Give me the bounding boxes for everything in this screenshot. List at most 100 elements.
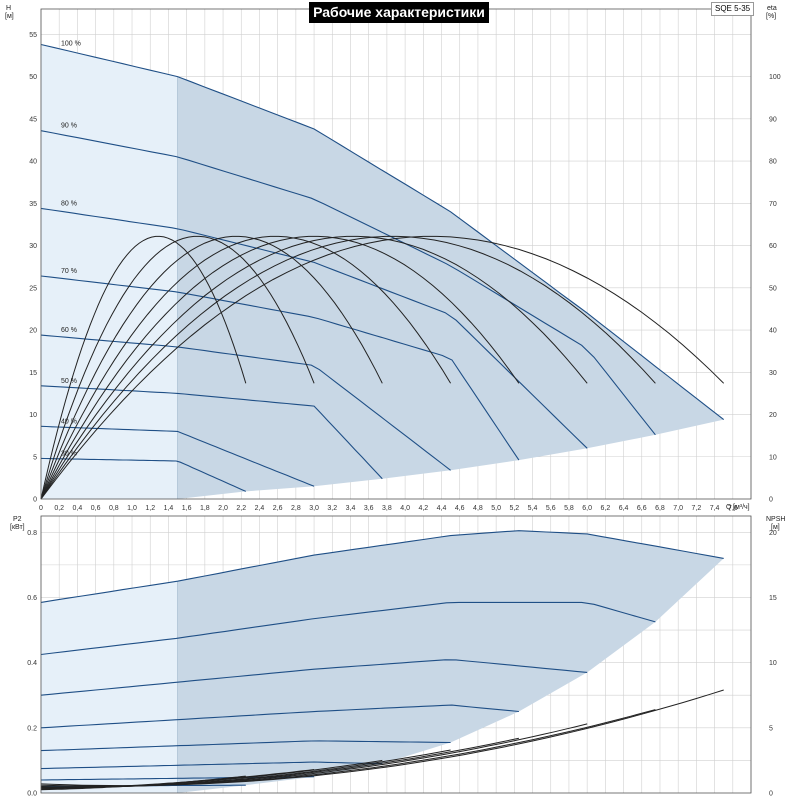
x-tick-label: 7,4 xyxy=(710,505,720,512)
x-tick-label: 5,6 xyxy=(546,505,556,512)
y-tick-label: 55 xyxy=(29,32,37,39)
p2-axis-unit: [кВт] xyxy=(10,524,25,531)
operating-envelope xyxy=(177,530,724,793)
y2-tick-label: 15 xyxy=(769,595,777,602)
y2-tick-label: 20 xyxy=(769,412,777,419)
y-tick-label: 35 xyxy=(29,201,37,208)
y2-tick-label: 5 xyxy=(769,725,773,732)
x-tick-label: 4,0 xyxy=(400,505,410,512)
y2-tick-label: 10 xyxy=(769,454,777,461)
speed-label: 90 % xyxy=(61,123,77,130)
curve-90pct xyxy=(40,130,656,436)
curve-60pct xyxy=(40,740,451,752)
y-tick-label: 30 xyxy=(29,243,37,250)
y2-tick-label: 40 xyxy=(769,328,777,335)
x-tick-label: 0,2 xyxy=(54,505,64,512)
y-tick-label: 0 xyxy=(33,497,37,504)
eta-curve xyxy=(40,235,520,500)
y2-tick-label: 70 xyxy=(769,201,777,208)
speed-label: 100 % xyxy=(61,40,81,47)
y2-tick-label: 80 xyxy=(769,159,777,166)
h-axis-label: H xyxy=(6,5,12,12)
x-tick-label: 0,6 xyxy=(91,505,101,512)
curve-70pct xyxy=(40,704,519,729)
curve-50pct xyxy=(40,761,383,770)
x-tick-label: 4,6 xyxy=(455,505,465,512)
y-tick-label: 0.2 xyxy=(27,725,37,732)
chart-title: Рабочие характеристики xyxy=(309,2,489,23)
x-tick-label: 3,6 xyxy=(364,505,374,512)
y2-tick-label: 10 xyxy=(769,660,777,667)
speed-label: 80 % xyxy=(61,200,77,207)
y-tick-label: 15 xyxy=(29,370,37,377)
npsh-axis-label: NPSH xyxy=(766,516,786,523)
x-tick-label: 3,0 xyxy=(309,505,319,512)
x-tick-label: 3,8 xyxy=(382,505,392,512)
x-tick-label: 3,2 xyxy=(327,505,337,512)
curve-70pct xyxy=(40,275,520,461)
eta-curve xyxy=(40,235,588,500)
y-tick-label: 45 xyxy=(29,116,37,123)
x-tick-label: 1,0 xyxy=(127,505,137,512)
y-tick-label: 20 xyxy=(29,328,37,335)
x-tick-label: 7,2 xyxy=(692,505,702,512)
x-tick-label: 6,2 xyxy=(600,505,610,512)
x-tick-label: 6,6 xyxy=(637,505,647,512)
y-tick-label: 25 xyxy=(29,285,37,292)
y-tick-label: 0.0 xyxy=(27,791,37,798)
y2-tick-label: 0 xyxy=(769,497,773,504)
speed-label: 70 % xyxy=(61,268,77,275)
power-npsh-plot: 0.0 0.2 0.4 0.6 0.8 0 5 10 15 20 xyxy=(27,515,777,798)
y2-tick-label: 30 xyxy=(769,370,777,377)
y2-tick-label: 50 xyxy=(769,285,777,292)
curve-80pct xyxy=(40,659,588,696)
y-tick-label: 0.6 xyxy=(27,595,37,602)
model-label: SQE 5-35 xyxy=(711,2,755,16)
x-tick-label: 2,2 xyxy=(236,505,246,512)
y2-tick-label: 90 xyxy=(769,116,777,123)
npsh-curve xyxy=(40,775,246,791)
y2-tick-label: 0 xyxy=(769,791,773,798)
x-tick-label: 6,8 xyxy=(655,505,665,512)
y-tick-label: 0.8 xyxy=(27,530,37,537)
x-tick-label: 5,0 xyxy=(491,505,501,512)
x-tick-label: 2,6 xyxy=(273,505,283,512)
curve-60pct xyxy=(40,334,451,471)
x-tick-label: 2,4 xyxy=(255,505,265,512)
x-tick-label: 7,6 xyxy=(728,505,738,512)
eta-curve xyxy=(40,235,315,500)
speed-label: 40 % xyxy=(61,418,77,425)
operating-envelope xyxy=(177,76,724,499)
q-axis-unit: [м³/ч] xyxy=(733,504,750,511)
x-tick-label: 2,0 xyxy=(218,505,228,512)
speed-label: 60 % xyxy=(61,327,77,334)
y-tick-label: 10 xyxy=(29,412,37,419)
x-tick-label: 0,8 xyxy=(109,505,119,512)
curve-100pct xyxy=(40,43,725,421)
x-tick-label: 1,4 xyxy=(164,505,174,512)
x-tick-label: 5,4 xyxy=(528,505,538,512)
q-axis-label: Q xyxy=(726,504,732,511)
x-tick-label: 0 xyxy=(39,505,43,512)
h-axis-unit: [м] xyxy=(5,13,14,20)
x-tick-label: 5,8 xyxy=(564,505,574,512)
x-tick-label: 0,4 xyxy=(73,505,83,512)
x-tick-label: 7,0 xyxy=(673,505,683,512)
x-tick-label: 6,0 xyxy=(582,505,592,512)
eta-curve xyxy=(40,235,383,500)
low-flow-region xyxy=(41,44,178,499)
npsh-axis-unit: [м] xyxy=(771,524,780,531)
eta-curve xyxy=(40,235,725,500)
eta-axis-unit: [%] xyxy=(766,13,777,20)
eta-axis-label: eta xyxy=(767,5,777,12)
curve-80pct xyxy=(40,207,588,449)
y2-tick-label: 20 xyxy=(769,530,777,537)
plot-frame xyxy=(40,515,752,794)
speed-label: 50 % xyxy=(61,378,77,385)
x-tick-label: 2,8 xyxy=(291,505,301,512)
x-tick-label: 4,2 xyxy=(418,505,428,512)
x-tick-label: 4,4 xyxy=(437,505,447,512)
y-tick-label: 40 xyxy=(29,159,37,166)
y2-tick-label: 60 xyxy=(769,243,777,250)
